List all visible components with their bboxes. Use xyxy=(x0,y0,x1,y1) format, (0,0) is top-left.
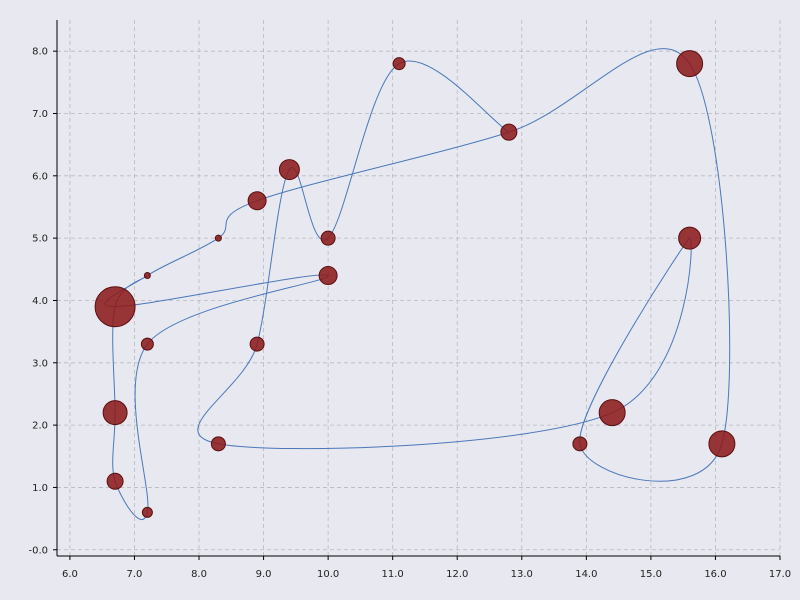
y-tick-label: 6.0 xyxy=(32,171,48,182)
x-tick-label: 14.0 xyxy=(575,569,597,580)
y-tick-labels: -0.0 1.0 2.0 3.0 4.0 5.0 6.0 7.0 8.0 xyxy=(28,47,48,557)
x-tick-label: 16.0 xyxy=(704,569,726,580)
x-tick-label: 11.0 xyxy=(382,569,404,580)
data-point xyxy=(210,436,226,452)
y-tick-label: 3.0 xyxy=(32,358,48,369)
data-point xyxy=(141,506,153,518)
data-point xyxy=(678,226,702,250)
x-tick-label: 12.0 xyxy=(446,569,468,580)
data-points xyxy=(94,50,736,518)
y-tick-label: -0.0 xyxy=(28,545,48,556)
x-tick-label: 13.0 xyxy=(511,569,533,580)
data-point xyxy=(143,272,151,280)
y-tick-label: 4.0 xyxy=(32,296,48,307)
data-point xyxy=(278,159,300,181)
data-point xyxy=(598,399,626,427)
x-tick-label: 8.0 xyxy=(191,569,207,580)
y-tick-label: 8.0 xyxy=(32,47,48,58)
y-tick-label: 7.0 xyxy=(32,109,48,120)
data-point xyxy=(249,336,265,352)
data-point xyxy=(214,234,222,242)
grid-lines xyxy=(57,20,781,556)
x-tick-labels: 6.0 7.0 8.0 9.0 10.0 11.0 12.0 13.0 14.0 15.0 16.0… xyxy=(62,569,791,580)
x-tick-label: 17.0 xyxy=(769,569,791,580)
data-point xyxy=(247,191,267,211)
data-point xyxy=(102,400,128,426)
y-tick-label: 5.0 xyxy=(32,234,48,245)
data-point xyxy=(106,472,124,490)
x-tick-label: 6.0 xyxy=(62,569,78,580)
data-point xyxy=(392,57,406,71)
data-point xyxy=(676,50,704,78)
x-tick-label: 10.0 xyxy=(317,569,339,580)
connecting-curve xyxy=(104,48,731,521)
x-tick-label: 7.0 xyxy=(127,569,143,580)
data-point xyxy=(94,286,136,328)
y-tick-label: 2.0 xyxy=(32,421,48,432)
axes xyxy=(53,20,781,560)
data-point xyxy=(572,436,588,452)
data-point xyxy=(500,123,518,141)
y-tick-label: 1.0 xyxy=(32,483,48,494)
x-tick-label: 15.0 xyxy=(640,569,662,580)
data-point xyxy=(320,230,336,246)
data-point xyxy=(318,266,338,286)
x-tick-label: 9.0 xyxy=(256,569,272,580)
data-point xyxy=(708,430,736,458)
data-point xyxy=(140,337,154,351)
